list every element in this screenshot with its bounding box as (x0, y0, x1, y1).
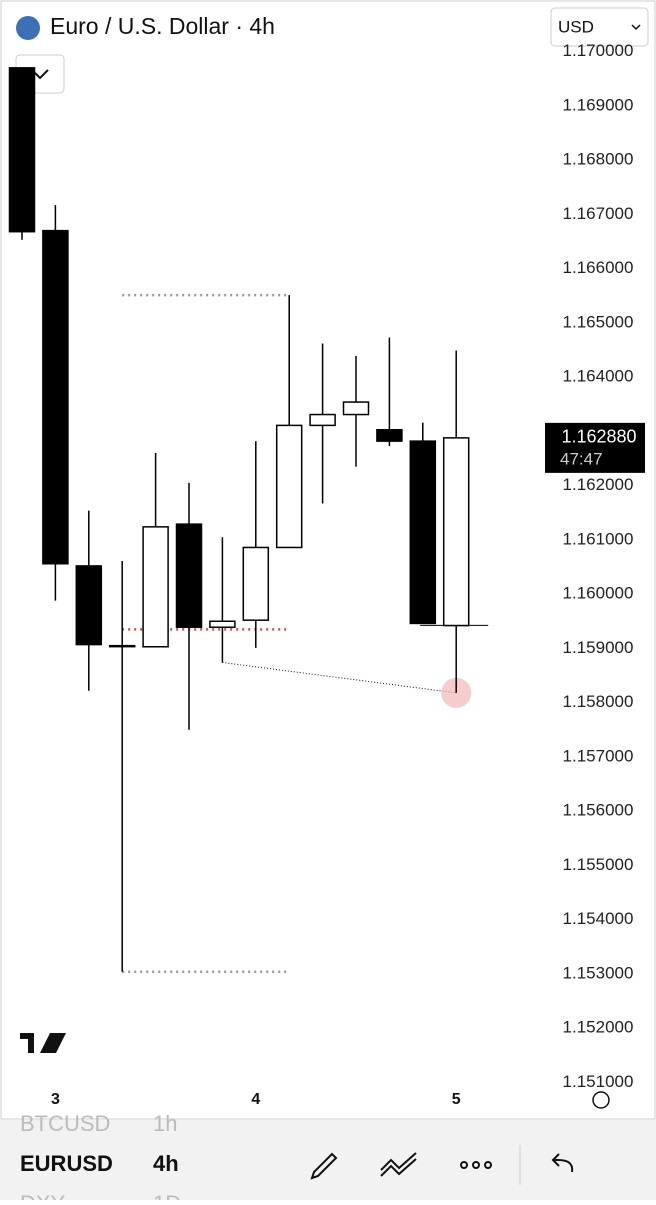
dropdown-arrow (631, 24, 641, 31)
settings-icon[interactable] (592, 1091, 610, 1109)
y-tick-label: 1.160000 (563, 584, 634, 603)
interval: 1D (153, 1191, 181, 1200)
candle-body (42, 229, 69, 565)
y-tick-label: 1.159000 (563, 638, 634, 657)
y-tick-label: 1.151000 (563, 1072, 634, 1091)
chart-title: Euro / U.S. Dollar · 4h (50, 13, 275, 39)
trend-line (222, 661, 457, 694)
interval: 4h (153, 1151, 179, 1176)
y-tick-label: 1.155000 (563, 855, 634, 874)
candle-body (275, 424, 303, 549)
candle-body (8, 67, 36, 233)
price-tag-label: 1.162880 (561, 427, 636, 447)
y-tick-label: 1.153000 (563, 963, 634, 982)
y-tick-label: 1.157000 (563, 746, 634, 765)
x-tick-label: 3 (51, 1091, 60, 1108)
candle-body (376, 428, 403, 442)
candle-body (342, 401, 370, 416)
y-tick-label: 1.166000 (563, 258, 634, 277)
currency: USD (558, 17, 594, 36)
symbol: BTCUSD (20, 1111, 110, 1136)
price-tag (545, 422, 645, 473)
symbol: DXY (20, 1191, 66, 1200)
candle-body (75, 565, 103, 646)
y-tick-label: 1.161000 (563, 529, 634, 548)
y-tick-label: 1.167000 (563, 204, 634, 223)
chart-frame (0, 0, 656, 1120)
y-tick-label: 1.162000 (563, 475, 634, 494)
candle-body (209, 620, 236, 628)
flag-icon (16, 16, 40, 40)
candle-body (309, 413, 336, 427)
candle-body (409, 440, 437, 625)
y-tick-label: 1.156000 (563, 801, 634, 820)
x-tick-label: 4 (251, 1091, 260, 1108)
undo-icon[interactable] (551, 1153, 574, 1173)
y-tick-label: 1.169000 (563, 95, 634, 114)
candle-body (142, 526, 169, 648)
indicator-icon[interactable] (380, 1152, 417, 1177)
y-tick-label: 1.152000 (563, 1018, 634, 1037)
y-tick-label: 1.170000 (563, 41, 634, 60)
symbol: EURUSD (20, 1151, 113, 1176)
candle-body (108, 644, 136, 648)
currency-select[interactable] (550, 7, 649, 47)
candle-body (175, 523, 203, 628)
y-tick-label: 1.168000 (563, 150, 634, 169)
y-tick-label: 1.164000 (563, 367, 634, 386)
draw-icon[interactable] (310, 1152, 338, 1180)
y-tick-label: 1.154000 (563, 909, 634, 928)
candle-body (442, 437, 470, 627)
countdown: 47:47 (560, 449, 603, 468)
y-tick-label: 1.158000 (563, 692, 634, 711)
y-tick-label: 1.165000 (563, 312, 634, 331)
footer-bar (0, 1120, 656, 1200)
x-tick-label: 5 (452, 1091, 461, 1108)
tv-logo (20, 1033, 66, 1053)
more-icon[interactable] (460, 1161, 492, 1169)
interval: 1h (153, 1111, 177, 1136)
candle-body (242, 546, 270, 621)
